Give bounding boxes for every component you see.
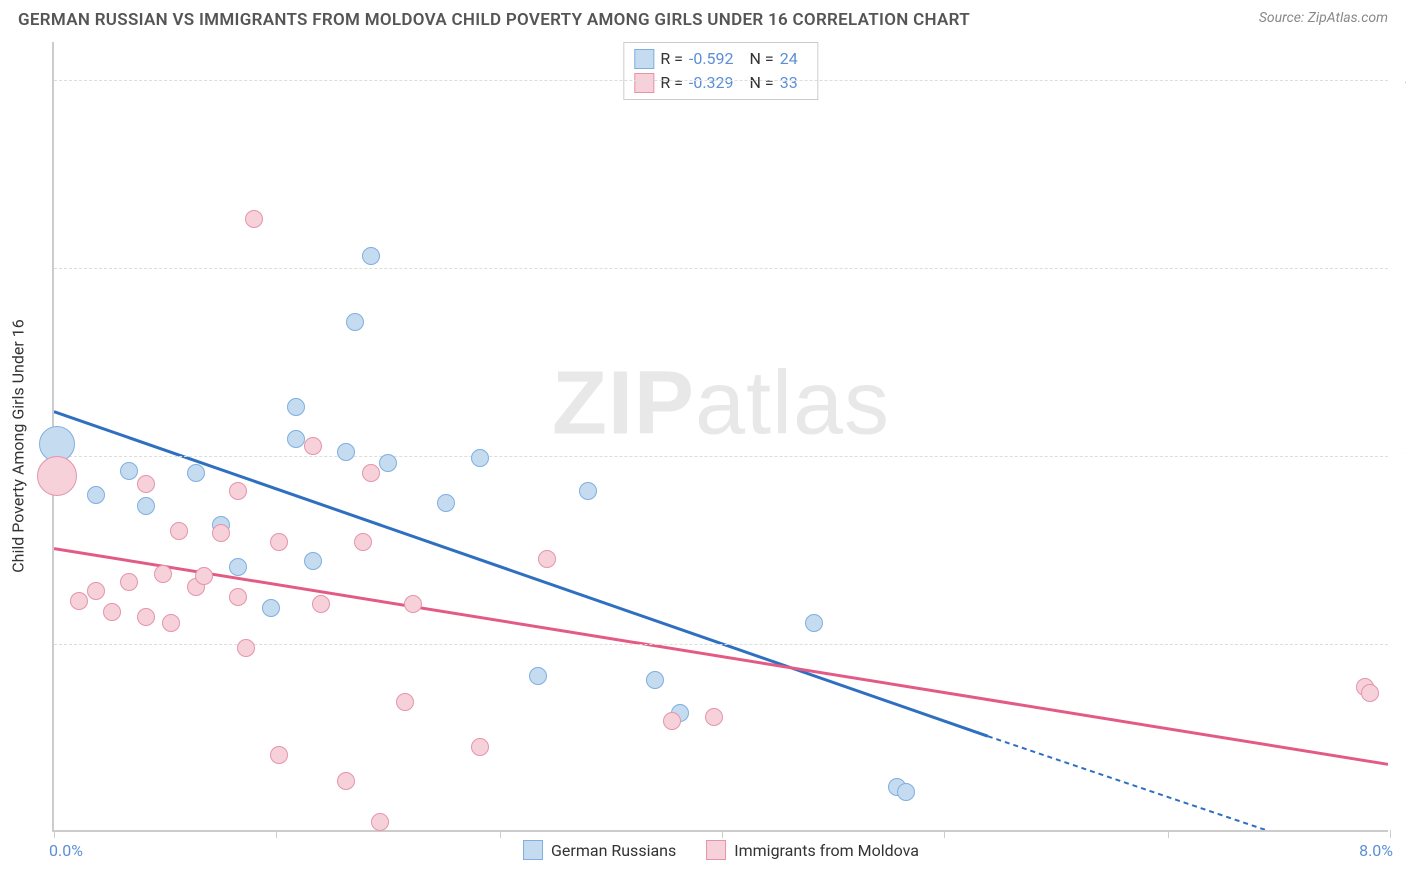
data-point: [646, 671, 664, 689]
data-point: [187, 464, 205, 482]
n-label: N =: [750, 47, 774, 71]
x-tick: [1390, 830, 1391, 838]
r-label: R =: [660, 71, 683, 95]
y-axis-title: Child Poverty Among Girls Under 16: [9, 319, 28, 573]
correlation-legend: R = -0.592 N = 24 R = -0.329 N = 33: [623, 42, 818, 100]
data-point: [229, 482, 247, 500]
data-point: [87, 486, 105, 504]
chart-title: GERMAN RUSSIAN VS IMMIGRANTS FROM MOLDOV…: [18, 10, 970, 30]
x-tick: [276, 830, 277, 838]
legend-swatch-bottom-0: [523, 840, 543, 860]
x-tick: [500, 830, 501, 838]
legend-swatch-bottom-1: [706, 840, 726, 860]
y-tick-label: 30.0%: [1393, 258, 1406, 277]
legend-swatch-0: [634, 49, 654, 69]
legend-row-series-1: R = -0.329 N = 33: [634, 71, 807, 95]
data-point: [229, 558, 247, 576]
y-tick-label: 10.0%: [1393, 634, 1406, 653]
legend-item-1: Immigrants from Moldova: [706, 840, 919, 860]
watermark-rest: atlas: [695, 354, 890, 454]
watermark: ZIPatlas: [552, 353, 890, 456]
data-point: [120, 573, 138, 591]
n-value-0: 24: [780, 47, 798, 71]
data-point: [805, 614, 823, 632]
x-axis-label: 0.0%: [49, 841, 83, 860]
data-point: [371, 813, 389, 831]
data-point: [471, 449, 489, 467]
data-point: [354, 533, 372, 551]
x-tick: [54, 830, 55, 838]
data-point: [237, 639, 255, 657]
y-tick-label: 20.0%: [1393, 446, 1406, 465]
data-point: [212, 524, 230, 542]
data-point: [270, 746, 288, 764]
data-point: [137, 497, 155, 515]
y-tick-label: 40.0%: [1393, 70, 1406, 89]
x-tick: [1168, 830, 1169, 838]
gridline: [54, 268, 1388, 269]
x-tick: [944, 830, 945, 838]
data-point: [362, 247, 380, 265]
n-label: N =: [750, 71, 774, 95]
data-point: [337, 772, 355, 790]
data-point: [404, 595, 422, 613]
gridline: [54, 456, 1388, 457]
data-point: [362, 464, 380, 482]
watermark-bold: ZIP: [552, 354, 695, 454]
data-point: [304, 552, 322, 570]
data-point: [346, 313, 364, 331]
data-point: [137, 475, 155, 493]
data-point: [70, 592, 88, 610]
source-attribution: Source: ZipAtlas.com: [1259, 10, 1388, 26]
x-tick: [722, 830, 723, 838]
gridline: [54, 80, 1388, 81]
n-value-1: 33: [780, 71, 798, 95]
x-axis-label: 8.0%: [1359, 841, 1393, 860]
data-point: [287, 430, 305, 448]
data-point: [229, 588, 247, 606]
legend-swatch-1: [634, 73, 654, 93]
scatter-chart: ZIPatlas R = -0.592 N = 24 R = -0.329 N …: [52, 42, 1388, 832]
r-label: R =: [660, 47, 683, 71]
data-point: [270, 533, 288, 551]
r-value-1: -0.329: [689, 71, 734, 95]
data-point: [304, 437, 322, 455]
series-legend: German Russians Immigrants from Moldova: [523, 840, 919, 860]
data-point: [245, 210, 263, 228]
data-point: [1361, 684, 1379, 702]
data-point: [120, 462, 138, 480]
data-point: [137, 608, 155, 626]
data-point: [337, 443, 355, 461]
data-point: [396, 693, 414, 711]
data-point: [579, 482, 597, 500]
data-point: [262, 599, 280, 617]
data-point: [705, 708, 723, 726]
data-point: [287, 398, 305, 416]
legend-label-1: Immigrants from Moldova: [734, 841, 919, 860]
data-point: [529, 667, 547, 685]
data-point: [87, 582, 105, 600]
data-point: [538, 550, 556, 568]
data-point: [37, 456, 77, 496]
data-point: [162, 614, 180, 632]
legend-row-series-0: R = -0.592 N = 24: [634, 47, 807, 71]
data-point: [663, 712, 681, 730]
legend-label-0: German Russians: [551, 841, 676, 860]
data-point: [154, 565, 172, 583]
data-point: [437, 494, 455, 512]
data-point: [312, 595, 330, 613]
r-value-0: -0.592: [689, 47, 734, 71]
data-point: [897, 783, 915, 801]
data-point: [195, 567, 213, 585]
data-point: [471, 738, 489, 756]
data-point: [379, 454, 397, 472]
legend-item-0: German Russians: [523, 840, 676, 860]
data-point: [103, 603, 121, 621]
data-point: [170, 522, 188, 540]
